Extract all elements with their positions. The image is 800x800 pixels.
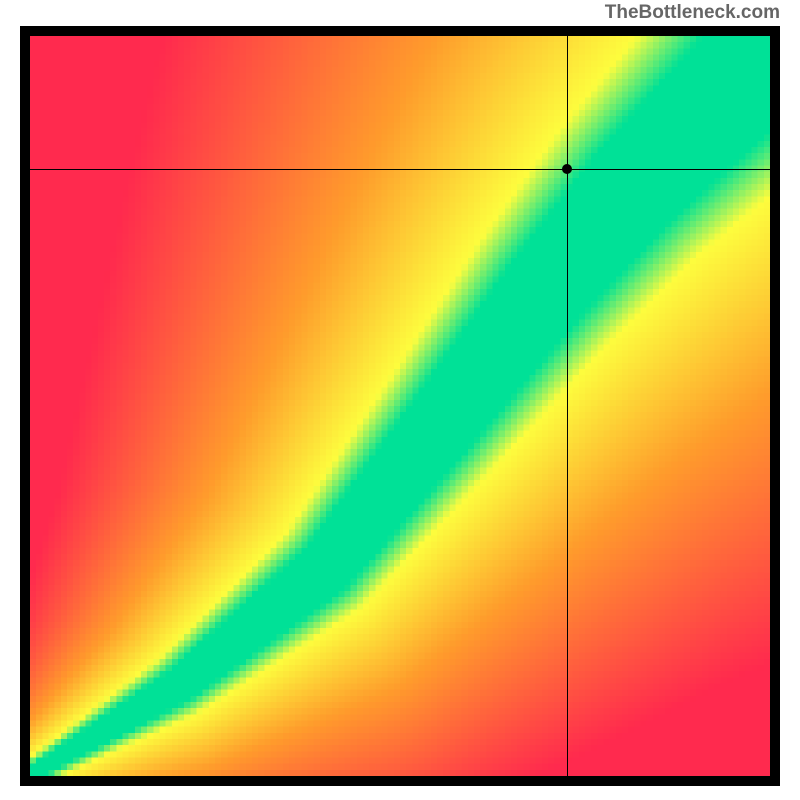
crosshair-marker <box>562 164 572 174</box>
chart-container: TheBottleneck.com <box>0 0 800 800</box>
crosshair-horizontal <box>30 169 770 170</box>
crosshair-vertical <box>567 36 568 776</box>
attribution-text: TheBottleneck.com <box>605 2 780 24</box>
plot-area <box>30 36 770 776</box>
plot-border <box>20 26 780 786</box>
heatmap-canvas <box>30 36 770 776</box>
